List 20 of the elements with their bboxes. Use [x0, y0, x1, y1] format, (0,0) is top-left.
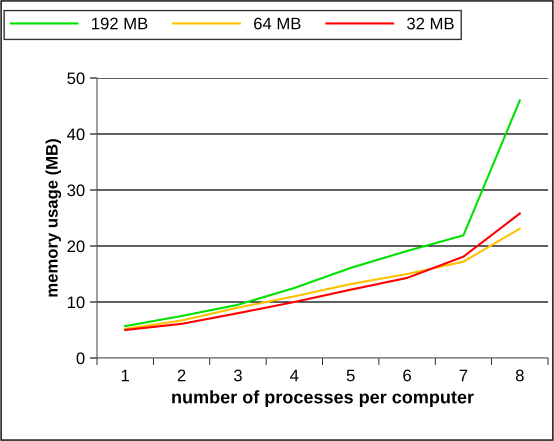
legend-label: 192 MB [92, 18, 148, 30]
line-series [124, 99, 521, 328]
y-tick-label: 30 [67, 184, 85, 196]
y-tick-label: 40 [67, 128, 85, 140]
x-tick-label: 2 [178, 370, 186, 382]
y-tick-label: 10 [68, 296, 85, 308]
y-axis-title: memory usage (MB) [45, 139, 62, 297]
legend-label: 64 MB [254, 18, 301, 30]
x-axis-title: number of processes per computer [172, 390, 474, 408]
x-tick-label: 6 [403, 370, 411, 382]
x-tick-label: 3 [234, 370, 242, 382]
legend-label: 32 MB [407, 18, 454, 30]
x-tick-label: 4 [290, 370, 298, 382]
x-tick-label: 8 [516, 370, 524, 382]
x-tick-label: 7 [460, 370, 468, 382]
y-tick-label: 0 [76, 352, 85, 364]
y-tick-label: 50 [67, 72, 85, 84]
y-tick-label: 20 [67, 240, 85, 252]
x-tick-label: 1 [122, 370, 130, 382]
x-tick-label: 5 [346, 370, 355, 382]
